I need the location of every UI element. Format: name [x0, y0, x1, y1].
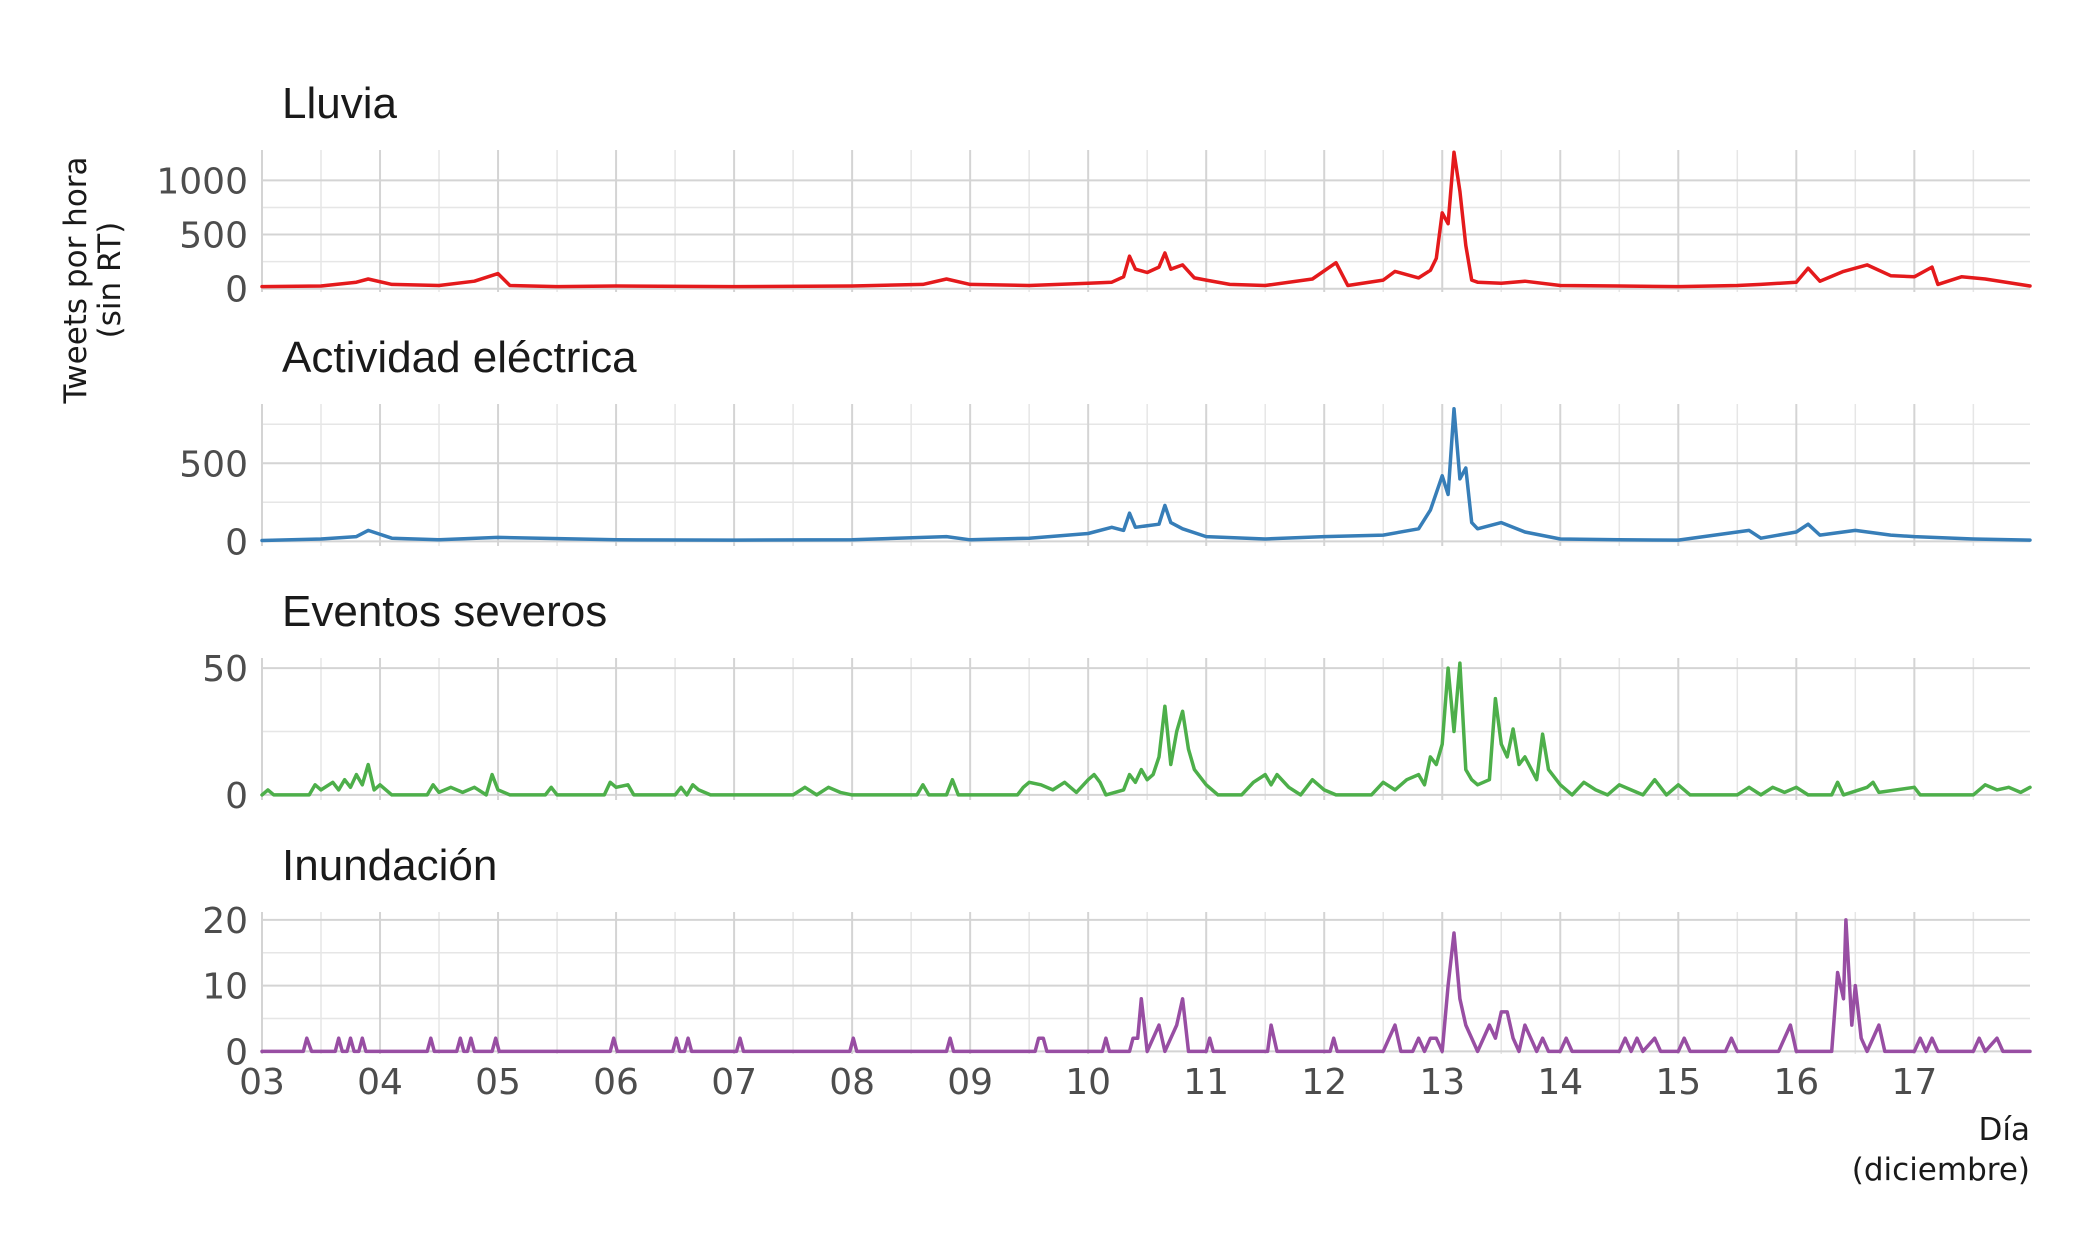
x-axis: 03 04 05 06 07 08 09 10 11 12 13 14 15 16 17 [239, 1062, 1937, 1103]
panel-title: Inundación [282, 841, 497, 890]
y-tick-label: 500 [179, 216, 248, 257]
x-tick-label: 03 [239, 1062, 285, 1103]
panel-1: 0 500 Actividad eléctrica [179, 333, 2032, 563]
series-line [260, 406, 2032, 543]
x-tick-label: 11 [1183, 1062, 1229, 1103]
y-tick-label: 20 [202, 901, 248, 942]
x-tick-label: 12 [1301, 1062, 1347, 1103]
y-tick-label: 50 [202, 649, 248, 690]
x-tick-label: 17 [1891, 1062, 1937, 1103]
x-tick-label: 04 [357, 1062, 403, 1103]
panel-title: Eventos severos [282, 587, 607, 636]
x-tick-label: 06 [593, 1062, 639, 1103]
series-line [260, 150, 2032, 289]
x-tick-label: 16 [1773, 1062, 1819, 1103]
y-tick-label: 10 [202, 967, 248, 1008]
y-axis-title-line1: Tweets por hora [58, 156, 94, 404]
series-line [260, 918, 2032, 1054]
series-line [260, 661, 2032, 797]
y-axis-title-line2: (sin RT) [92, 222, 128, 339]
x-tick-label: 15 [1655, 1062, 1701, 1103]
panel-0: 0 500 1000 Lluvia [156, 79, 2032, 311]
y-tick-label: 0 [225, 522, 248, 563]
x-tick-label: 14 [1537, 1062, 1583, 1103]
x-tick-label: 05 [475, 1062, 521, 1103]
x-axis-title-line2: (diciembre) [1852, 1152, 2030, 1188]
x-axis-title-line1: Día [1979, 1112, 2030, 1148]
y-tick-label: 500 [179, 444, 248, 485]
x-tick-label: 10 [1065, 1062, 1111, 1103]
panel-3: 0 10 20 Inundación [202, 841, 2032, 1073]
x-tick-label: 07 [711, 1062, 757, 1103]
y-tick-label: 0 [225, 776, 248, 817]
panel-title: Actividad eléctrica [282, 333, 637, 382]
y-tick-label: 0 [225, 270, 248, 311]
panel-title: Lluvia [282, 79, 397, 128]
x-tick-label: 13 [1419, 1062, 1465, 1103]
panel-2: 0 50 Eventos severos [202, 587, 2032, 817]
x-tick-label: 08 [829, 1062, 875, 1103]
x-tick-label: 09 [947, 1062, 993, 1103]
y-tick-label: 1000 [156, 161, 248, 202]
y-tick-label: 0 [225, 1032, 248, 1073]
